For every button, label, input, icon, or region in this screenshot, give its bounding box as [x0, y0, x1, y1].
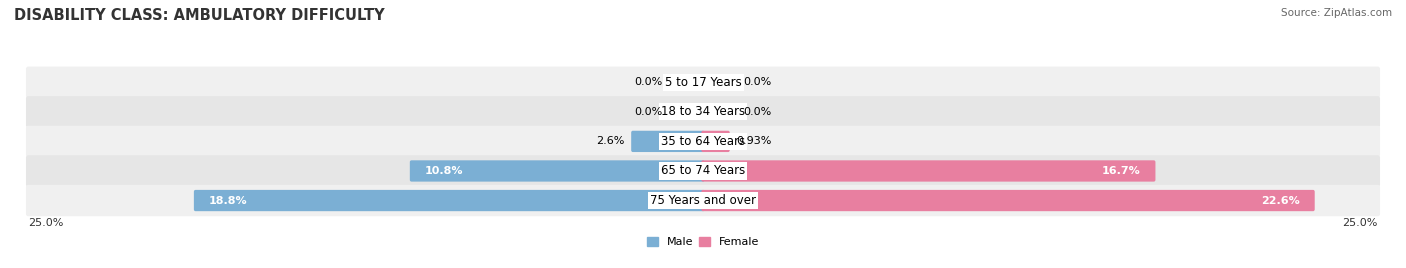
Text: 0.0%: 0.0%: [744, 107, 772, 117]
FancyBboxPatch shape: [631, 131, 704, 152]
Text: 5 to 17 Years: 5 to 17 Years: [665, 76, 741, 89]
Text: 18.8%: 18.8%: [209, 196, 247, 206]
Text: 35 to 64 Years: 35 to 64 Years: [661, 135, 745, 148]
Text: Source: ZipAtlas.com: Source: ZipAtlas.com: [1281, 8, 1392, 18]
FancyBboxPatch shape: [25, 66, 1381, 98]
FancyBboxPatch shape: [702, 160, 1156, 182]
Text: DISABILITY CLASS: AMBULATORY DIFFICULTY: DISABILITY CLASS: AMBULATORY DIFFICULTY: [14, 8, 385, 23]
Text: 22.6%: 22.6%: [1261, 196, 1299, 206]
Legend: Male, Female: Male, Female: [643, 233, 763, 252]
FancyBboxPatch shape: [409, 160, 704, 182]
Text: 0.0%: 0.0%: [744, 77, 772, 87]
Text: 0.0%: 0.0%: [634, 77, 662, 87]
Text: 10.8%: 10.8%: [425, 166, 464, 176]
FancyBboxPatch shape: [25, 96, 1381, 128]
FancyBboxPatch shape: [702, 190, 1315, 211]
Text: 2.6%: 2.6%: [596, 136, 624, 146]
Text: 25.0%: 25.0%: [28, 218, 63, 228]
FancyBboxPatch shape: [25, 155, 1381, 187]
Text: 25.0%: 25.0%: [1343, 218, 1378, 228]
Text: 0.93%: 0.93%: [737, 136, 772, 146]
FancyBboxPatch shape: [194, 190, 704, 211]
Text: 65 to 74 Years: 65 to 74 Years: [661, 165, 745, 177]
Text: 0.0%: 0.0%: [634, 107, 662, 117]
FancyBboxPatch shape: [25, 126, 1381, 157]
Text: 16.7%: 16.7%: [1101, 166, 1140, 176]
Text: 75 Years and over: 75 Years and over: [650, 194, 756, 207]
FancyBboxPatch shape: [702, 131, 730, 152]
Text: 18 to 34 Years: 18 to 34 Years: [661, 105, 745, 118]
FancyBboxPatch shape: [25, 185, 1381, 216]
